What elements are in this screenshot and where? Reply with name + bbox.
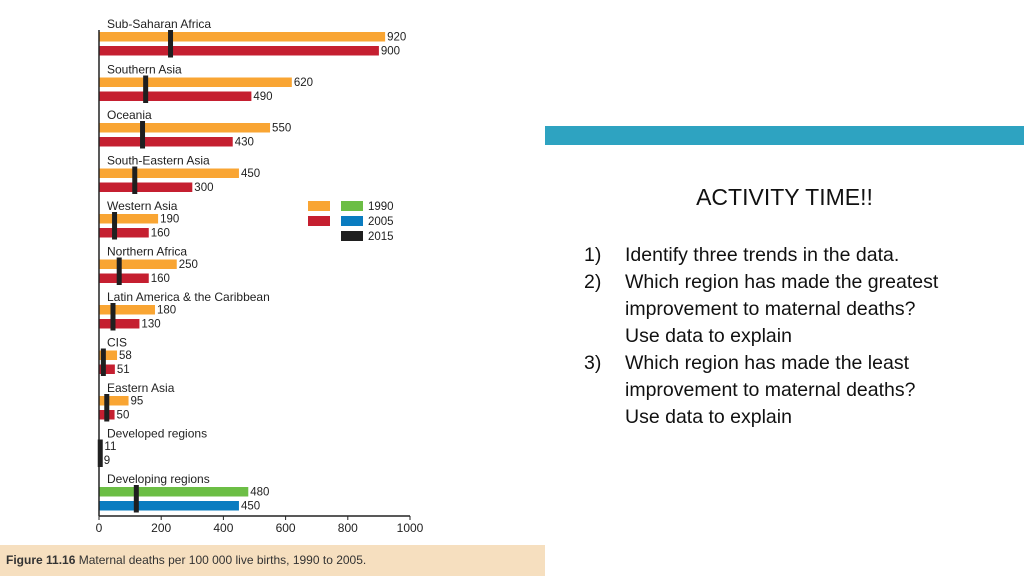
region-label: Southern Asia [107,63,182,77]
region-label: Eastern Asia [107,381,175,395]
activity-item: 2) Which region has made the greatest imp… [584,269,954,350]
legend-swatch [341,231,363,241]
bar-1990 [99,168,239,178]
bar-1990 [99,214,159,224]
bar-1990 [99,32,386,42]
activity-item: 1) Identify three trends in the data. [584,242,954,269]
target-2015-marker [168,30,174,58]
value-label-1990: 95 [131,396,144,408]
region-label: Developed regions [107,427,207,441]
legend-label: 2015 [368,231,394,243]
activity-item-number: 3) [584,352,602,374]
bar-1990 [99,123,271,133]
bar-2005 [99,46,379,56]
legend-swatch-decade [308,201,330,211]
bar-2005 [99,273,149,283]
legend-label: 2005 [368,216,394,228]
value-label-2005: 430 [235,137,254,149]
value-label-2005: 450 [241,501,260,513]
region-label: Northern Africa [107,245,187,259]
bar-2005 [99,364,115,374]
value-label-2005: 9 [104,455,110,467]
x-tick-label: 0 [96,521,103,535]
x-tick-label: 1000 [397,521,424,535]
value-label-2005: 300 [194,182,213,194]
target-2015-marker [100,348,106,376]
target-2015-marker [133,485,139,513]
target-2015-marker [132,166,138,194]
decorative-band [545,126,1024,145]
bar-1990 [99,259,177,269]
x-tick-label: 600 [276,521,296,535]
region-label: Oceania [107,108,152,122]
bar-2005 [99,228,149,238]
value-label-1990: 11 [104,441,116,453]
value-label-1990: 58 [119,350,132,362]
bar-2005 [99,319,140,329]
value-label-2005: 900 [381,46,400,58]
bar-2005 [99,137,233,147]
value-label-1990: 920 [387,32,406,44]
target-2015-marker [116,257,122,285]
legend-swatch [341,216,363,226]
target-2015-marker [110,303,116,331]
x-tick-label: 800 [338,521,358,535]
activity-item: 3) Which region has made the least improv… [584,350,954,431]
value-label-1990: 450 [241,168,260,180]
activity-item-text: Identify three trends in the data. [625,244,900,266]
region-label: Latin America & the Caribbean [107,290,270,304]
bar-1990 [99,396,129,406]
figure-caption: Figure 11.16 Maternal deaths per 100 000… [0,545,545,576]
target-2015-marker [104,394,110,422]
value-label-1990: 480 [250,487,269,499]
value-label-2005: 160 [151,273,170,285]
legend-swatch [341,201,363,211]
bar-1990 [99,487,249,497]
caption-text: Maternal deaths per 100 000 live births,… [75,553,367,567]
activity-title: ACTIVITY TIME!! [696,184,873,210]
value-label-1990: 620 [294,77,313,89]
activity-item-text: Which region has made the greatest impro… [625,271,939,347]
region-label: Sub-Saharan Africa [107,17,211,31]
activity-item-text: Which region has made the least improvem… [625,352,916,428]
x-tick-label: 400 [213,521,233,535]
value-label-2005: 51 [117,364,130,376]
bar-1990 [99,350,118,360]
bar-1990 [99,77,292,87]
activity-list: 1) Identify three trends in the data. 2) W… [584,242,954,431]
target-2015-marker [97,439,103,467]
value-label-2005: 490 [253,91,272,103]
region-label: CIS [107,336,127,350]
value-label-2005: 50 [117,410,130,422]
activity-item-number: 2) [584,271,602,293]
legend-label: 1990 [368,201,394,213]
region-label: Western Asia [107,199,178,213]
region-label: Developing regions [107,472,210,486]
value-label-2005: 160 [151,228,170,240]
value-label-1990: 180 [157,305,176,317]
target-2015-marker [143,75,149,103]
legend-swatch-decade [308,216,330,226]
bar-2005 [99,501,239,511]
region-label: South-Eastern Asia [107,154,210,168]
x-tick-label: 200 [151,521,171,535]
target-2015-marker [112,212,118,240]
bar-2005 [99,91,252,101]
maternal-deaths-chart: Sub-Saharan Africa 920 900 Southern Asia 620… [96,17,424,535]
figure-label: Figure 11.16 [6,553,76,567]
value-label-1990: 550 [272,123,291,135]
value-label-2005: 130 [141,319,160,331]
bar-1990 [99,305,155,315]
value-label-1990: 250 [179,259,198,271]
activity-item-number: 1) [584,244,602,266]
value-label-1990: 190 [160,214,179,226]
target-2015-marker [140,121,146,149]
bar-2005 [99,182,193,192]
